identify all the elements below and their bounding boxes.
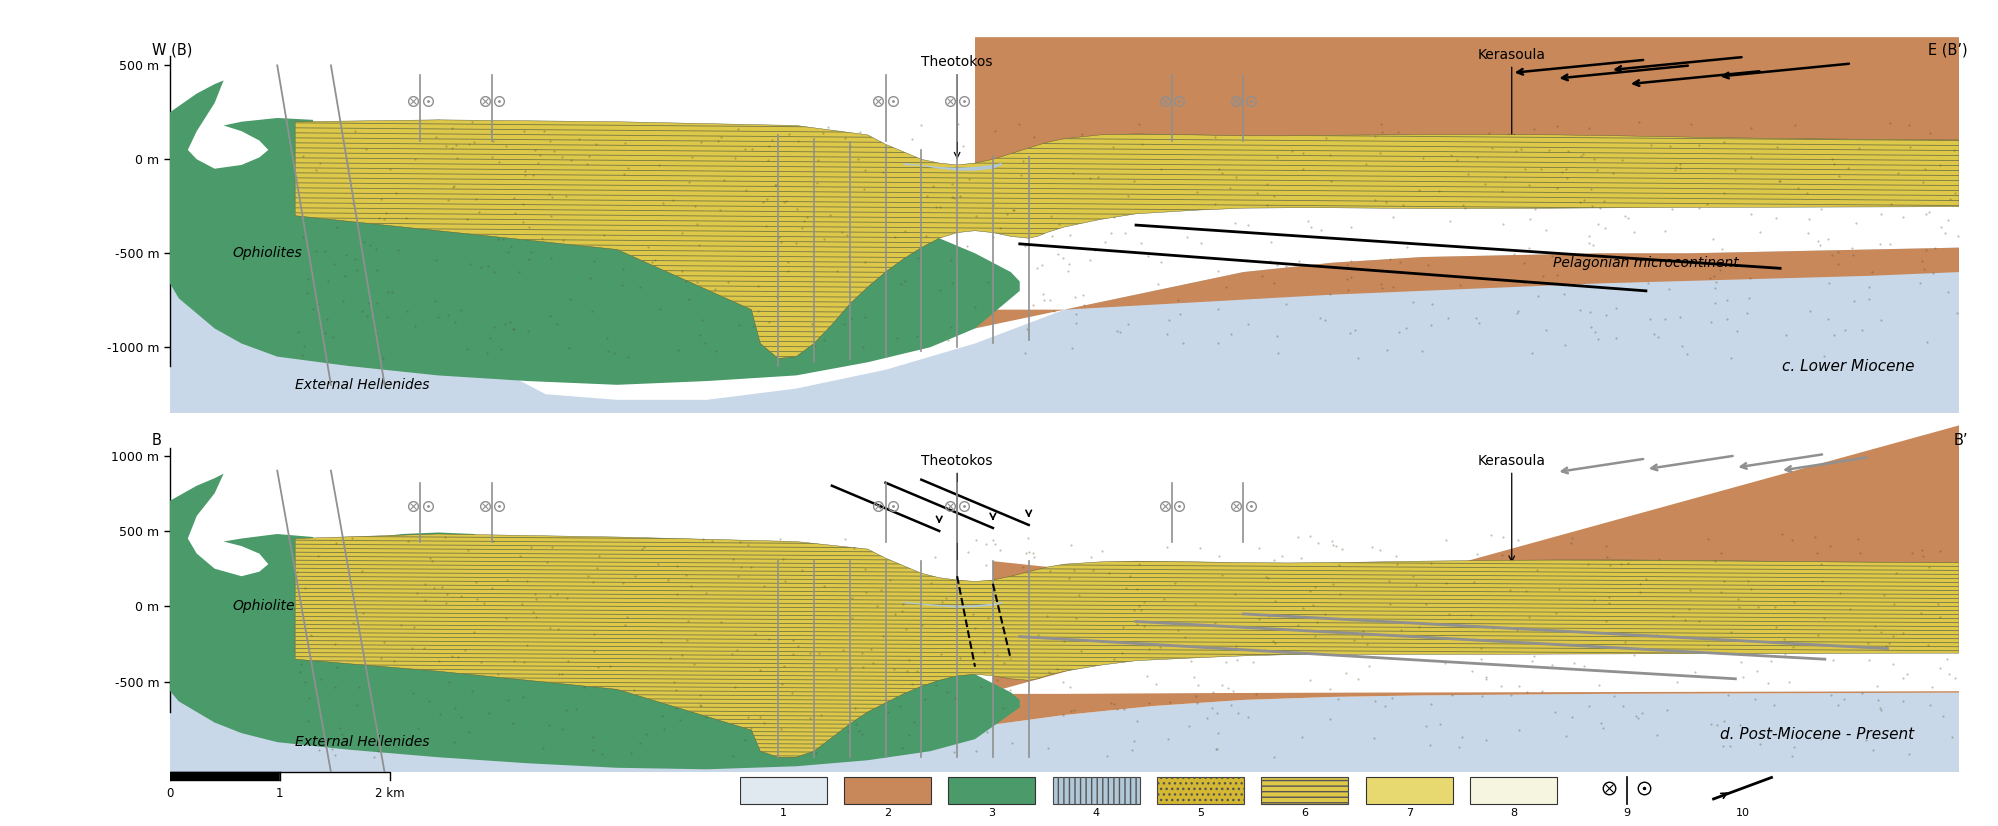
Text: External Hellenides: External Hellenides	[296, 735, 430, 749]
Bar	[947, 777, 1035, 805]
Bar	[1261, 777, 1347, 805]
Text: Kerasoula: Kerasoula	[1477, 48, 1544, 140]
Polygon shape	[831, 425, 1958, 745]
Polygon shape	[903, 163, 1001, 171]
Text: External Hellenides: External Hellenides	[296, 377, 430, 392]
Polygon shape	[170, 561, 1958, 772]
Text: Ophiolites: Ophiolites	[232, 246, 302, 260]
Polygon shape	[170, 473, 1019, 769]
Text: Theotokos: Theotokos	[921, 453, 993, 587]
Polygon shape	[975, 37, 1958, 329]
Text: Pelagonian microcontinent: Pelagonian microcontinent	[1552, 256, 1738, 269]
Text: B: B	[152, 433, 162, 448]
Bar	[739, 777, 827, 805]
Bar	[1053, 777, 1139, 805]
Polygon shape	[296, 120, 1958, 358]
Text: 4: 4	[1093, 808, 1099, 818]
Text: Pelagonian microcontinent: Pelagonian microcontinent	[1552, 615, 1738, 629]
Text: B’: B’	[1952, 433, 1966, 448]
Polygon shape	[170, 80, 1019, 385]
Text: 7: 7	[1405, 808, 1413, 818]
Text: 2 km: 2 km	[376, 786, 404, 800]
Text: W (B): W (B)	[152, 43, 192, 58]
Bar	[1469, 777, 1556, 805]
Bar	[1157, 777, 1243, 805]
Text: c. Lower Miocene: c. Lower Miocene	[1780, 358, 1914, 373]
Bar	[1053, 777, 1139, 805]
Text: 5: 5	[1197, 808, 1203, 818]
Bar	[843, 777, 931, 805]
Text: 3: 3	[987, 808, 995, 818]
Bar	[1261, 777, 1347, 805]
Polygon shape	[170, 150, 1958, 413]
Bar	[1157, 777, 1243, 805]
Text: Ophiolites: Ophiolites	[232, 600, 302, 614]
Polygon shape	[296, 534, 1958, 757]
Text: 10: 10	[1734, 808, 1748, 818]
Text: d. Post-Miocene - Present: d. Post-Miocene - Present	[1720, 727, 1914, 742]
Text: 6: 6	[1301, 808, 1309, 818]
Bar	[1365, 777, 1453, 805]
Text: E (B’): E (B’)	[1928, 43, 1966, 58]
Text: 1: 1	[779, 808, 787, 818]
Polygon shape	[903, 602, 1001, 608]
Text: 2: 2	[883, 808, 891, 818]
Text: Kerasoula: Kerasoula	[1477, 453, 1544, 562]
Text: 9: 9	[1622, 808, 1628, 818]
Text: 1: 1	[276, 786, 284, 800]
Text: Theotokos: Theotokos	[921, 55, 993, 158]
Text: 8: 8	[1508, 808, 1516, 818]
Text: 0: 0	[166, 786, 174, 800]
